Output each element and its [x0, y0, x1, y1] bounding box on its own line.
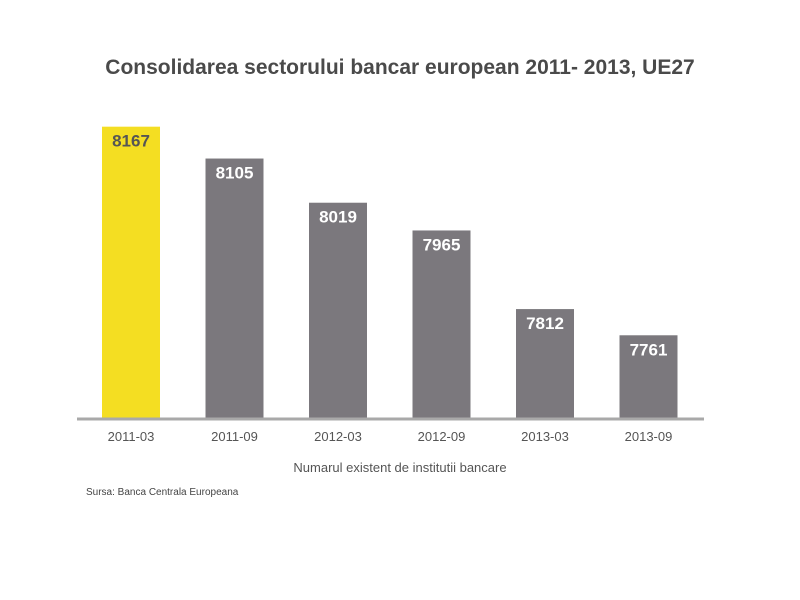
data-label-2012-03: 8019: [319, 208, 357, 227]
data-label-2012-09: 7965: [423, 235, 461, 254]
data-label-2013-09: 7761: [630, 340, 668, 359]
x-tick-label-2013-03: 2013-03: [521, 429, 569, 444]
data-label-2013-03: 7812: [526, 314, 564, 333]
x-tick-label-2011-09: 2011-09: [211, 429, 258, 444]
bar-2013-09: [619, 335, 678, 418]
x-tick-label-2012-09: 2012-09: [418, 429, 466, 444]
data-label-2011-09: 8105: [216, 164, 254, 183]
bar-2011-03: [102, 126, 160, 418]
chart-title: Consolidarea sectorului bancar european …: [105, 56, 695, 79]
bar-2012-09: [412, 230, 471, 418]
bar-2011-09: [205, 158, 264, 418]
data-label-2011-03: 8167: [112, 132, 150, 151]
x-tick-label-2011-03: 2011-03: [108, 429, 155, 444]
source-note: Sursa: Banca Centrala Europeana: [86, 487, 239, 498]
bar-2012-03: [309, 202, 367, 418]
x-axis-title: Numarul existent de institutii bancare: [293, 460, 507, 475]
x-tick-label-2012-03: 2012-03: [314, 429, 362, 444]
bar-2013-03: [516, 309, 574, 418]
x-tick-label-2013-09: 2013-09: [625, 429, 673, 444]
